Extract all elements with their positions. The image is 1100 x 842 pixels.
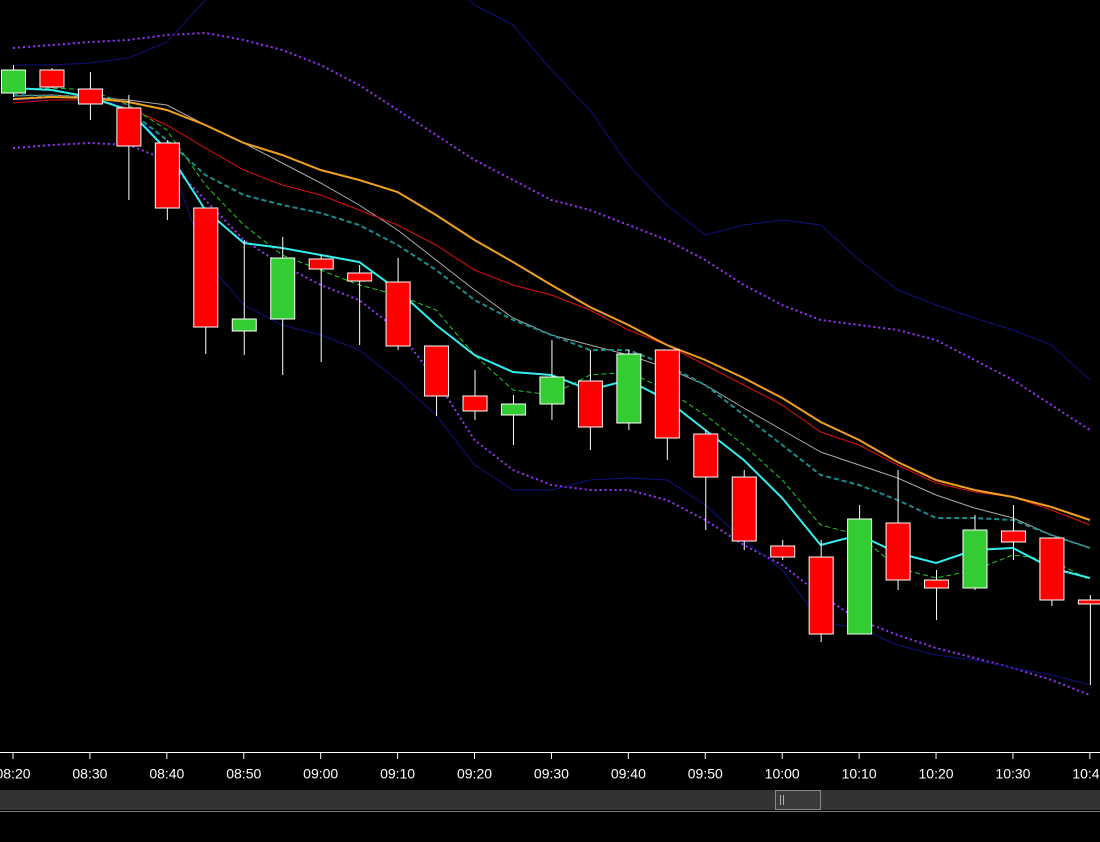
candle-body: [577, 380, 603, 428]
x-tick-label: 10:00: [765, 766, 800, 782]
candle-body: [308, 258, 334, 270]
candle-body: [847, 518, 873, 635]
candle-body: [539, 376, 565, 405]
candle-body: [962, 529, 988, 589]
candle-body: [385, 281, 411, 347]
candle-body: [1077, 599, 1100, 605]
candle-body: [270, 257, 296, 320]
x-tick-label: 10:10: [842, 766, 877, 782]
candle-body: [116, 107, 142, 147]
indicator-line: [12, 141, 1091, 696]
indicator-line: [13, 0, 1091, 381]
x-tick-label: 08:30: [72, 766, 107, 782]
scrollbar-thumb[interactable]: [775, 790, 821, 810]
candle-body: [731, 476, 757, 542]
candle-body: [347, 272, 373, 282]
candle-body: [1, 69, 26, 94]
candle-body: [39, 69, 65, 88]
candle-body: [77, 88, 103, 105]
candle-body: [808, 556, 834, 635]
indicator-line: [12, 95, 1091, 521]
candle-body: [616, 353, 642, 424]
x-tick-label: 10:40: [1072, 766, 1100, 782]
plot-area: [1, 0, 1100, 696]
x-tick-label: 08:40: [149, 766, 184, 782]
candle-body: [770, 545, 796, 558]
x-tick-label: 10:20: [919, 766, 954, 782]
x-tick-label: 08:50: [226, 766, 261, 782]
x-tick-label: 08:20: [0, 766, 31, 782]
x-tick-label: 09:20: [457, 766, 492, 782]
candle-body: [693, 433, 719, 478]
candle-body: [193, 207, 219, 328]
candle-body: [231, 318, 257, 332]
candle-body: [462, 395, 488, 412]
candle-body: [1039, 537, 1065, 601]
candle-body: [424, 345, 450, 397]
indicator-line: [12, 94, 1091, 549]
candle-body: [924, 579, 950, 589]
candle-body: [885, 522, 911, 581]
x-tick-label: 09:00: [303, 766, 338, 782]
candle-body: [154, 142, 180, 209]
indicator-line: [12, 99, 1091, 526]
candle-body: [500, 403, 526, 416]
x-tick-label: 09:40: [611, 766, 646, 782]
candle-body: [654, 349, 680, 439]
x-tick-label: 09:50: [688, 766, 723, 782]
indicator-line: [13, 99, 1091, 686]
scrollbar[interactable]: [0, 790, 1100, 810]
x-tick-label: 09:30: [534, 766, 569, 782]
candle-body: [1000, 530, 1026, 543]
indicator-line: [12, 31, 1091, 431]
x-tick-label: 10:30: [995, 766, 1030, 782]
x-tick-label: 09:10: [380, 766, 415, 782]
